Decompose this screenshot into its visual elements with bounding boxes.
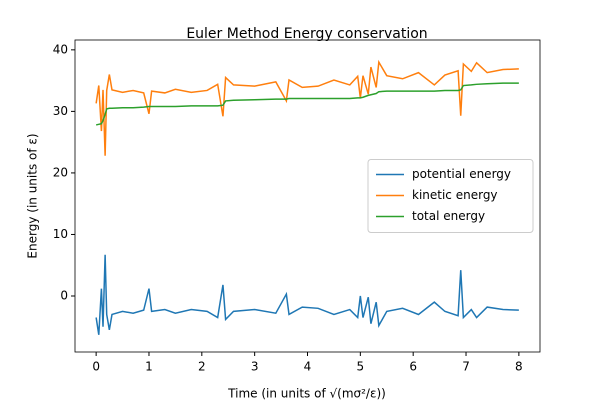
line-series (95, 59, 519, 156)
x-tick-label: 0 (92, 360, 100, 374)
line-series (95, 254, 519, 335)
x-tick-label: 8 (515, 360, 523, 374)
x-tick-label: 7 (462, 360, 470, 374)
x-tick-label: 4 (304, 360, 312, 374)
y-tick-label: 20 (53, 165, 68, 179)
y-axis-label: Energy (in units of ε) (26, 133, 40, 258)
x-tick-label: 3 (251, 360, 259, 374)
legend-label: potential energy (412, 167, 511, 181)
x-axis-label: Time (in units of √(mσ²/ε)) (227, 387, 386, 400)
y-tick-label: 40 (53, 42, 68, 56)
chart-title: Euler Method Energy conservation (186, 26, 427, 42)
x-tick-label: 6 (409, 360, 417, 374)
y-tick-label: 10 (53, 227, 68, 241)
legend-label: kinetic energy (412, 188, 498, 202)
legend-label: total energy (412, 209, 485, 223)
plot-frame (74, 39, 541, 353)
line-series (95, 82, 519, 126)
y-tick-label: 30 (53, 104, 68, 118)
x-tick-label: 5 (357, 360, 365, 374)
y-tick-label: 0 (60, 289, 68, 303)
x-tick-label: 2 (198, 360, 206, 374)
legend-box (367, 159, 534, 233)
x-tick-label: 1 (145, 360, 153, 374)
